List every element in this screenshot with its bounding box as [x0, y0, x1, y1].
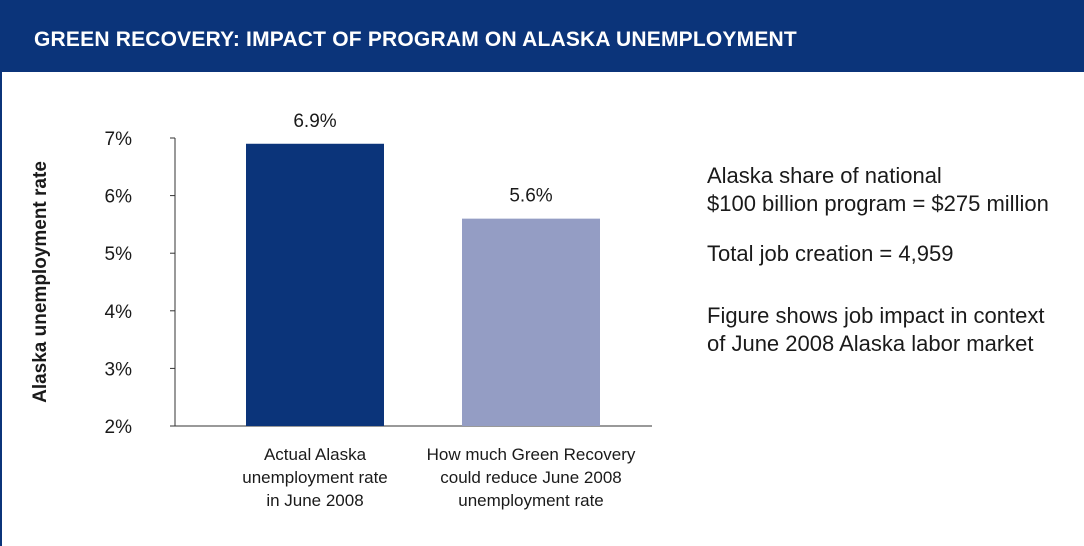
y-axis-label: Alaska unemployment rate	[30, 161, 51, 403]
y-tick-label: 4%	[105, 302, 133, 323]
data-label-2: 5.6%	[509, 186, 552, 207]
note-program-share: Alaska share of national $100 billion pr…	[707, 163, 1049, 216]
y-tick-label: 6%	[105, 187, 133, 208]
category-label-2: How much Green Recovery could reduce June…	[427, 445, 636, 510]
header-bar: GREEN RECOVERY: IMPACT OF PROGRAM ON ALA…	[0, 8, 1084, 72]
y-tick-label: 2%	[105, 417, 133, 438]
notes-panel: Alaska share of national $100 billion pr…	[707, 162, 1067, 358]
note-job-creation: Total job creation = 4,959	[707, 241, 954, 266]
note-figure-context: Figure shows job impact in context of Ju…	[707, 303, 1045, 356]
y-tick-label: 5%	[105, 244, 133, 265]
chart-labels: 2% 3% 4% 5% 6% 7% Alaska unemployment rate 6.9%…	[30, 111, 636, 510]
bar-2	[462, 218, 600, 426]
left-border-rule	[0, 72, 2, 546]
bars	[246, 143, 600, 426]
y-tick-label: 3%	[105, 359, 133, 380]
y-tick-label: 7%	[105, 129, 133, 150]
figure-title: GREEN RECOVERY: IMPACT OF PROGRAM ON ALA…	[34, 28, 797, 51]
data-label-1: 6.9%	[293, 111, 336, 132]
category-label-1: Actual Alaska unemployment rate in June 20…	[242, 445, 388, 510]
bar-1	[246, 143, 384, 426]
top-accent-bar	[0, 0, 1084, 8]
